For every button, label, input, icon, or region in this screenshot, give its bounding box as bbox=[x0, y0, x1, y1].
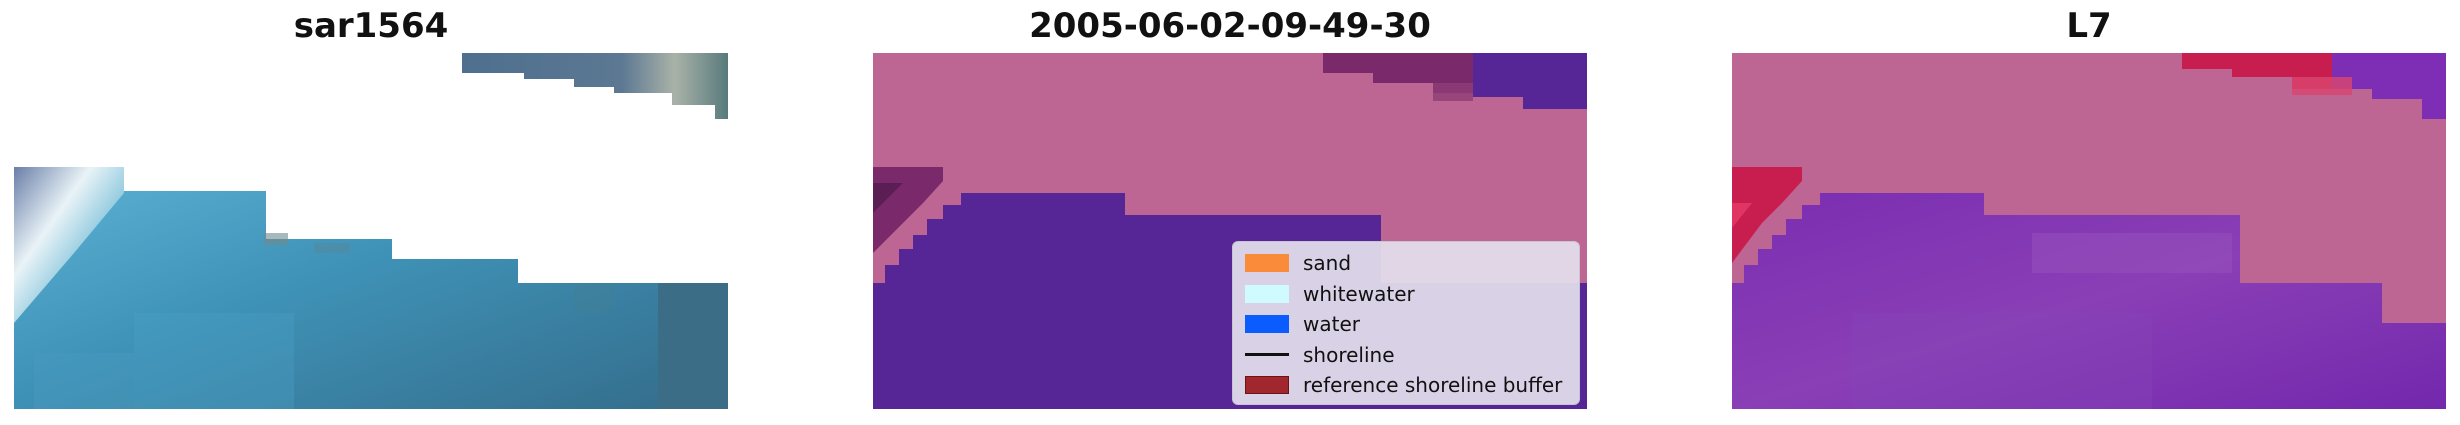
legend-label: sand bbox=[1303, 251, 1352, 276]
panel-title-mndwi: L7 bbox=[2066, 6, 2112, 46]
legend-label: reference shoreline buffer bbox=[1303, 373, 1563, 398]
rgb-image bbox=[14, 53, 728, 409]
sand-swatch bbox=[1245, 254, 1289, 273]
classification-legend: sand whitewater water shoreline referenc… bbox=[1232, 241, 1580, 405]
panel-title-classification: 2005-06-02-09-49-30 bbox=[1029, 6, 1431, 46]
legend-item-shoreline: shoreline bbox=[1239, 340, 1579, 371]
panel-title-rgb: sar1564 bbox=[293, 6, 449, 46]
water-swatch bbox=[1245, 315, 1289, 334]
legend-item-water: water bbox=[1239, 309, 1579, 340]
legend-label: water bbox=[1303, 312, 1360, 337]
legend-item-reference-buffer: reference shoreline buffer bbox=[1239, 370, 1579, 401]
legend-label: whitewater bbox=[1303, 281, 1415, 306]
shoreline-line bbox=[1245, 353, 1289, 357]
legend-item-whitewater: whitewater bbox=[1239, 279, 1579, 310]
legend-label: shoreline bbox=[1303, 342, 1395, 367]
legend-item-sand: sand bbox=[1239, 248, 1579, 279]
reference-buffer-swatch bbox=[1245, 376, 1289, 395]
mndwi-image bbox=[1732, 53, 2446, 409]
whitewater-swatch bbox=[1245, 284, 1289, 303]
